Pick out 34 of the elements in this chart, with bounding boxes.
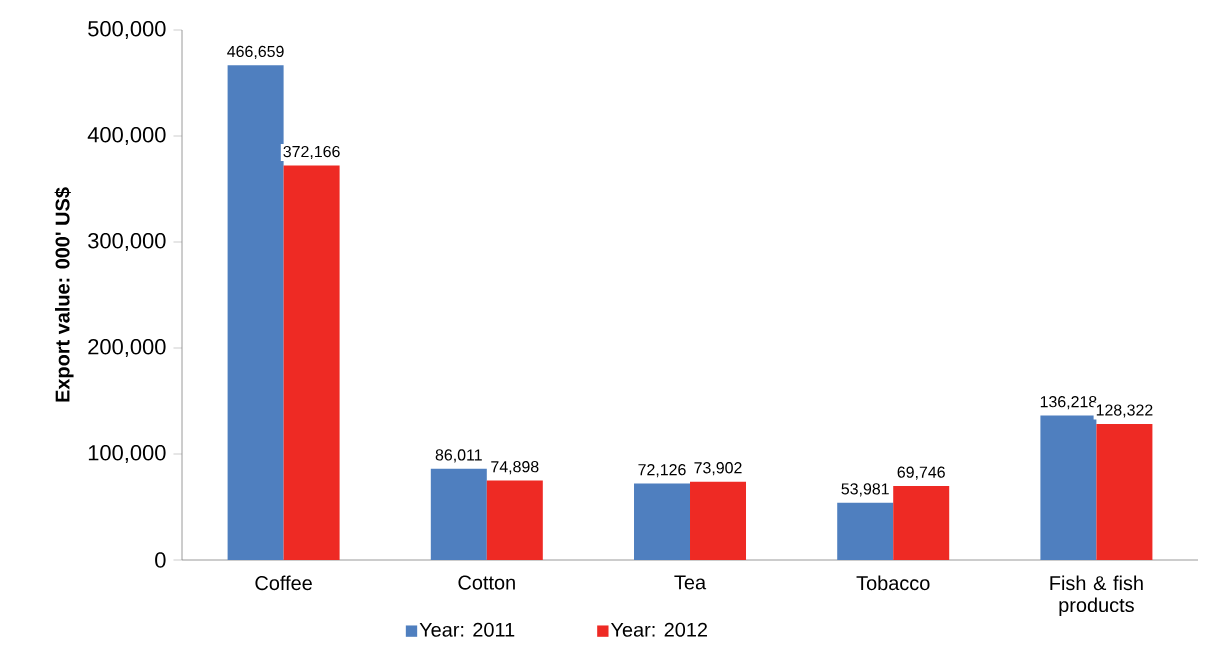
data-label: 69,746 bbox=[897, 466, 945, 480]
legend-label: Year: 2011 bbox=[419, 622, 515, 637]
x-tick-label: Coffee bbox=[255, 575, 312, 591]
y-tick-label: 200,000 bbox=[88, 338, 166, 358]
y-tick-label: 100,000 bbox=[88, 444, 166, 464]
bar bbox=[893, 486, 950, 560]
y-axis-title: Export value: 000' US$ bbox=[54, 187, 74, 402]
data-label: 74,898 bbox=[491, 461, 539, 475]
x-tick-label: Fish & fish products bbox=[1050, 575, 1143, 617]
data-label: 73,902 bbox=[694, 462, 742, 476]
bar bbox=[283, 165, 340, 560]
y-tick-label: 300,000 bbox=[88, 232, 166, 252]
data-label: 53,981 bbox=[841, 483, 889, 497]
bar bbox=[634, 483, 691, 560]
data-label: 86,011 bbox=[435, 449, 482, 463]
data-label: 372,166 bbox=[283, 145, 340, 160]
bar bbox=[837, 502, 894, 560]
bar bbox=[486, 480, 543, 560]
bar bbox=[227, 65, 284, 560]
data-label: 72,126 bbox=[638, 464, 686, 478]
y-tick-label: 500,000 bbox=[88, 20, 166, 40]
data-label: 136,218 bbox=[1040, 396, 1097, 410]
bar bbox=[430, 468, 487, 560]
bar bbox=[690, 481, 747, 560]
bar bbox=[1040, 415, 1097, 560]
x-tick-label: Tea bbox=[674, 575, 707, 590]
x-tick-label: Cotton bbox=[458, 575, 515, 590]
y-tick-label: 0 bbox=[155, 552, 166, 568]
bar bbox=[1096, 423, 1153, 560]
y-tick-label: 400,000 bbox=[87, 126, 166, 146]
legend-label: Year: 2012 bbox=[610, 622, 707, 637]
data-label: 466,659 bbox=[227, 45, 284, 59]
x-tick-label: Tobacco bbox=[856, 575, 930, 591]
data-label: 128,322 bbox=[1096, 404, 1153, 418]
